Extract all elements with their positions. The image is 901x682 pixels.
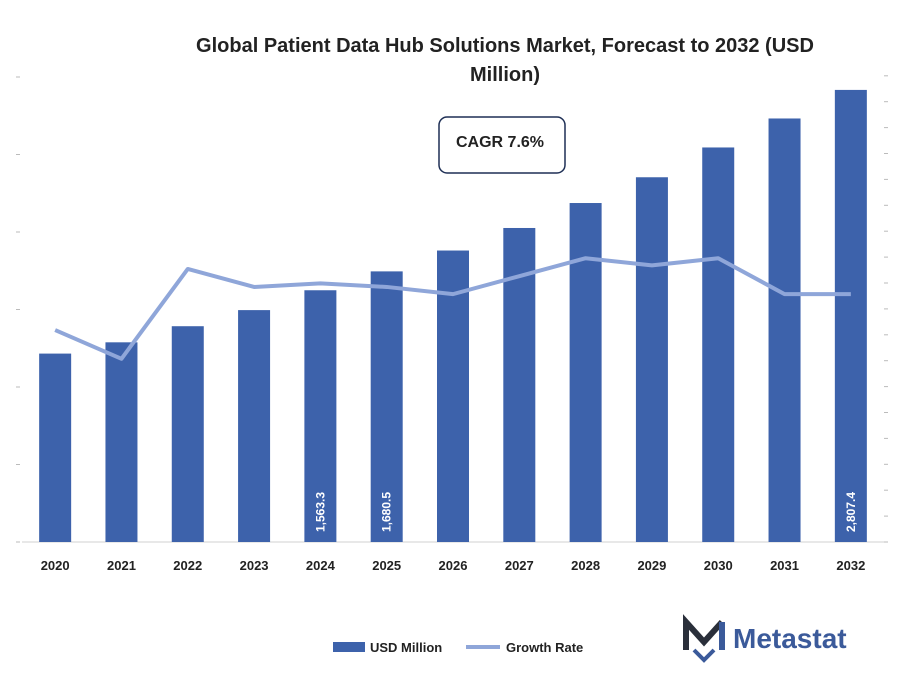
- data-label-2024: 1,563.3: [313, 492, 327, 532]
- growth-rate-series: [54, 256, 851, 361]
- x-tick-2023: 2023: [240, 558, 269, 573]
- bar-2032: [834, 89, 867, 542]
- x-tick-2027: 2027: [505, 558, 534, 573]
- x-tick-2031: 2031: [770, 558, 799, 573]
- bar-2026: [437, 250, 469, 542]
- bar-series: [39, 89, 867, 543]
- metastat-m-icon: [683, 614, 725, 663]
- left-axis-ticks: [16, 76, 20, 543]
- x-tick-2030: 2030: [704, 558, 733, 573]
- bar-2030: [702, 147, 735, 542]
- legend: USD Million Growth Rate: [333, 640, 583, 655]
- bar-2025: [370, 271, 403, 542]
- legend-bar-label: USD Million: [370, 640, 442, 655]
- x-axis-tick-labels: 2020 2021 2022 2023 2024 2025 2026 2027 2028 2029…: [41, 558, 866, 573]
- x-tick-2028: 2028: [571, 558, 600, 573]
- x-tick-2021: 2021: [107, 558, 136, 573]
- cagr-label: CAGR 7.6%: [456, 134, 544, 151]
- x-tick-2032: 2032: [836, 558, 865, 573]
- bar-2024: [304, 290, 337, 542]
- bar-2023: [238, 310, 271, 542]
- bar-data-labels: 1,563.3 1,680.5 2,807.4: [313, 492, 857, 532]
- bar-2028: [569, 203, 602, 543]
- cagr-callout: CAGR 7.6%: [438, 116, 566, 174]
- chart-title-line1: Global Patient Data Hub Solutions Market…: [196, 35, 814, 57]
- legend-bar-swatch: [333, 642, 365, 652]
- chart-title-line2: Million): [470, 64, 540, 86]
- data-label-2025: 1,680.5: [380, 492, 394, 532]
- right-axis-ticks: [884, 75, 888, 543]
- data-label-2032: 2,807.4: [844, 492, 858, 532]
- legend-line-label: Growth Rate: [506, 640, 583, 655]
- bar-2020: [39, 353, 72, 542]
- bar-2031: [768, 118, 801, 542]
- brand-name: Metastat: [733, 623, 847, 654]
- x-tick-2020: 2020: [41, 558, 70, 573]
- x-tick-2029: 2029: [637, 558, 666, 573]
- metastat-logo: Metastat: [683, 614, 847, 663]
- bar-2029: [635, 177, 668, 542]
- bar-2022: [171, 326, 204, 542]
- cagr-box: [438, 116, 566, 174]
- x-tick-2024: 2024: [306, 558, 336, 573]
- x-tick-2026: 2026: [439, 558, 468, 573]
- x-tick-2022: 2022: [173, 558, 202, 573]
- x-tick-2025: 2025: [372, 558, 401, 573]
- bar-2021: [105, 342, 138, 542]
